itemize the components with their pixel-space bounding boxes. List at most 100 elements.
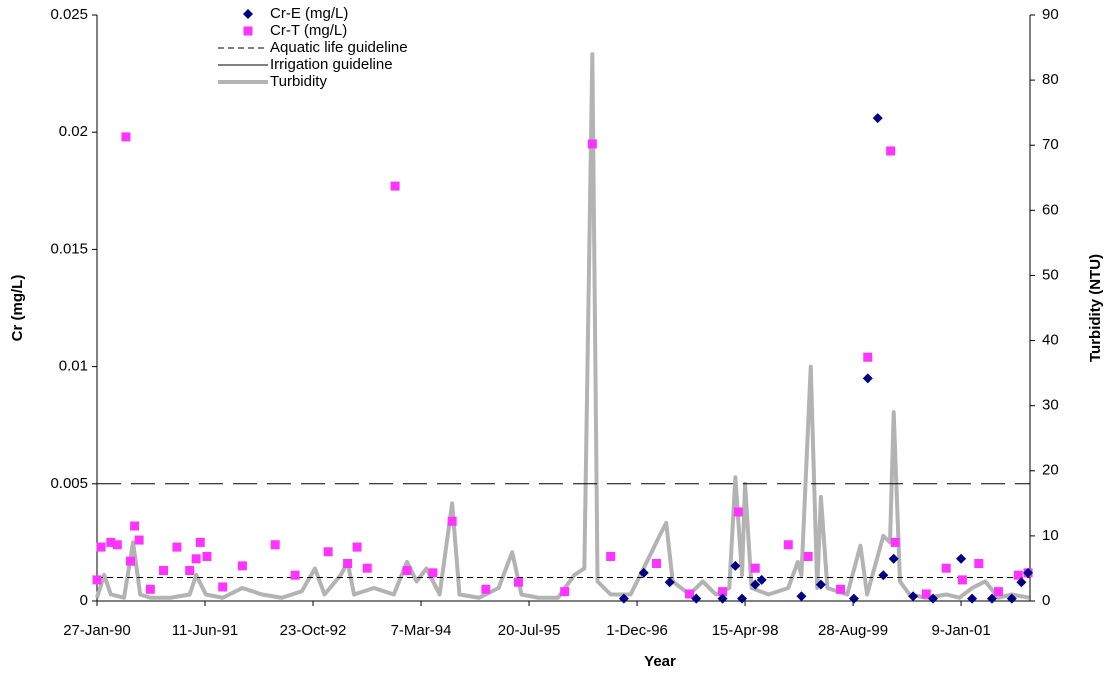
point <box>872 113 883 124</box>
y2-tick-label: 0 <box>1042 592 1050 609</box>
legend-marker <box>243 9 253 19</box>
point <box>185 566 195 576</box>
point <box>908 591 919 602</box>
point <box>783 540 793 550</box>
point <box>733 507 743 517</box>
point <box>130 521 140 531</box>
y-tick-label: 0.01 <box>59 358 88 375</box>
y2-tick-label: 50 <box>1042 266 1059 283</box>
y2-tick-label: 80 <box>1042 71 1059 88</box>
point <box>886 146 896 156</box>
point <box>362 563 372 573</box>
legend-marker <box>243 26 253 36</box>
legend-label: Cr-E (mg/L) <box>270 5 348 22</box>
point <box>941 563 951 573</box>
y-tick-label: 0.015 <box>50 240 88 257</box>
point <box>957 575 967 585</box>
y2-tick-label: 90 <box>1042 6 1059 23</box>
point <box>428 568 438 578</box>
point <box>730 560 741 571</box>
point <box>218 582 228 592</box>
point <box>1023 567 1034 578</box>
point <box>172 542 182 552</box>
point <box>956 553 967 564</box>
x-tick-label: 27-Jan-90 <box>63 622 131 639</box>
x-tick-label: 28-Aug-99 <box>818 622 888 639</box>
point <box>202 551 212 561</box>
point <box>191 554 201 564</box>
x-tick-label: 7-Mar-94 <box>391 622 452 639</box>
y2-axis-title: Turbidity (NTU) <box>1087 254 1104 362</box>
y2-tick-label: 30 <box>1042 397 1059 414</box>
point <box>638 567 649 578</box>
point <box>718 587 728 597</box>
point <box>390 181 400 191</box>
legend-label: Aquatic life guideline <box>270 39 408 56</box>
point <box>587 139 597 149</box>
point <box>134 535 144 545</box>
point <box>96 542 106 552</box>
point <box>717 593 728 604</box>
point <box>106 537 116 547</box>
y-tick-label: 0 <box>80 592 88 609</box>
point <box>928 593 939 604</box>
point <box>888 553 899 564</box>
point <box>848 593 859 604</box>
point <box>121 132 131 142</box>
legend-label: Cr-T (mg/L) <box>270 22 347 39</box>
y2-tick-label: 20 <box>1042 462 1059 479</box>
point <box>685 589 695 599</box>
point <box>796 591 807 602</box>
x-tick-label: 9-Jan-01 <box>931 622 990 639</box>
y2-tick-label: 70 <box>1042 136 1059 153</box>
point <box>921 589 931 599</box>
x-tick-label: 23-Oct-92 <box>280 622 347 639</box>
point <box>270 540 280 550</box>
point <box>993 587 1003 597</box>
y-tick-label: 0.025 <box>50 6 88 23</box>
legend-label: Irrigation guideline <box>270 56 393 73</box>
y-axis-title: Cr (mg/L) <box>9 275 26 342</box>
point <box>836 584 846 594</box>
x-axis-title: Year <box>644 653 676 670</box>
legend-label: Turbidity <box>270 73 327 90</box>
point <box>750 579 761 590</box>
point <box>1016 577 1027 588</box>
point <box>651 558 661 568</box>
y-tick-label: 0.005 <box>50 475 88 492</box>
point <box>664 577 675 588</box>
point <box>862 373 873 384</box>
point <box>750 563 760 573</box>
point <box>1013 570 1023 580</box>
point <box>863 352 873 362</box>
y2-tick-label: 10 <box>1042 527 1059 544</box>
point <box>878 570 889 581</box>
point <box>112 540 122 550</box>
point <box>967 593 978 604</box>
point <box>513 577 523 587</box>
point <box>986 593 997 604</box>
point <box>803 551 813 561</box>
point <box>237 561 247 571</box>
point <box>691 593 702 604</box>
point <box>195 537 205 547</box>
point <box>352 542 362 552</box>
x-tick-label: 20-Jul-95 <box>498 622 561 639</box>
point <box>974 558 984 568</box>
point <box>737 593 748 604</box>
x-tick-label: 15-Apr-98 <box>712 622 779 639</box>
x-tick-label: 11-Jun-91 <box>172 622 238 639</box>
y2-tick-label: 40 <box>1042 332 1059 349</box>
point <box>323 547 333 557</box>
point <box>92 575 102 585</box>
point <box>481 584 491 594</box>
point <box>815 579 826 590</box>
point <box>125 556 135 566</box>
x-tick-label: 1-Dec-96 <box>606 622 668 639</box>
point <box>447 516 457 526</box>
point <box>618 593 629 604</box>
point <box>159 566 169 576</box>
point <box>890 537 900 547</box>
point <box>290 570 300 580</box>
